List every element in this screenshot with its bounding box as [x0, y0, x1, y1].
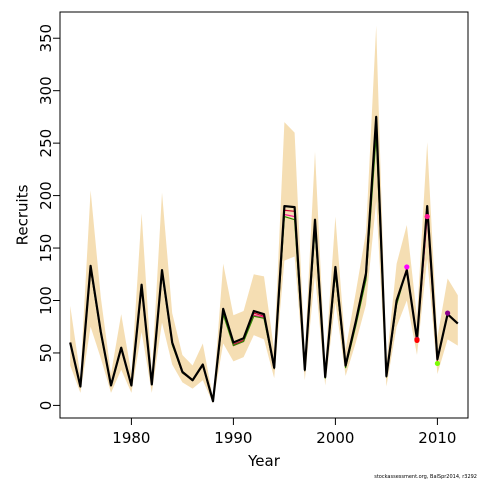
y-tick-label: 250 — [37, 129, 55, 158]
y-tick-label: 100 — [37, 286, 55, 315]
end-point — [404, 264, 410, 270]
y-tick-label: 0 — [37, 401, 55, 411]
credit-text: stockassessment.org, BalSpr2014, r3292 — [374, 474, 477, 480]
estimate-series-line — [69, 115, 459, 403]
plot-frame — [59, 11, 469, 419]
end-point — [424, 213, 430, 220]
end-point — [445, 310, 451, 316]
end-point — [434, 360, 440, 367]
x-tick-label: 2000 — [316, 429, 354, 447]
x-axis-title: Year — [247, 452, 281, 470]
x-tick-label: 1980 — [112, 429, 150, 447]
x-axis: 1980 1990 2000 2010 — [112, 418, 456, 447]
end-points-layer — [404, 213, 451, 367]
x-tick-label: 2010 — [418, 429, 456, 447]
y-axis: 0 50 100 150 200 250 300 350 — [37, 24, 60, 410]
y-tick-label: 200 — [37, 181, 55, 210]
y-tick-label: 350 — [37, 24, 55, 53]
end-point — [414, 337, 420, 343]
y-tick-label: 300 — [37, 76, 55, 105]
estimate-line-layer — [69, 115, 459, 403]
confidence-band-layer — [70, 25, 458, 404]
y-tick-label: 150 — [37, 234, 55, 263]
x-tick-label: 1990 — [214, 429, 252, 447]
confidence-band — [70, 25, 458, 404]
y-tick-label: 50 — [37, 343, 55, 362]
y-axis-title: Recruits — [13, 184, 31, 245]
